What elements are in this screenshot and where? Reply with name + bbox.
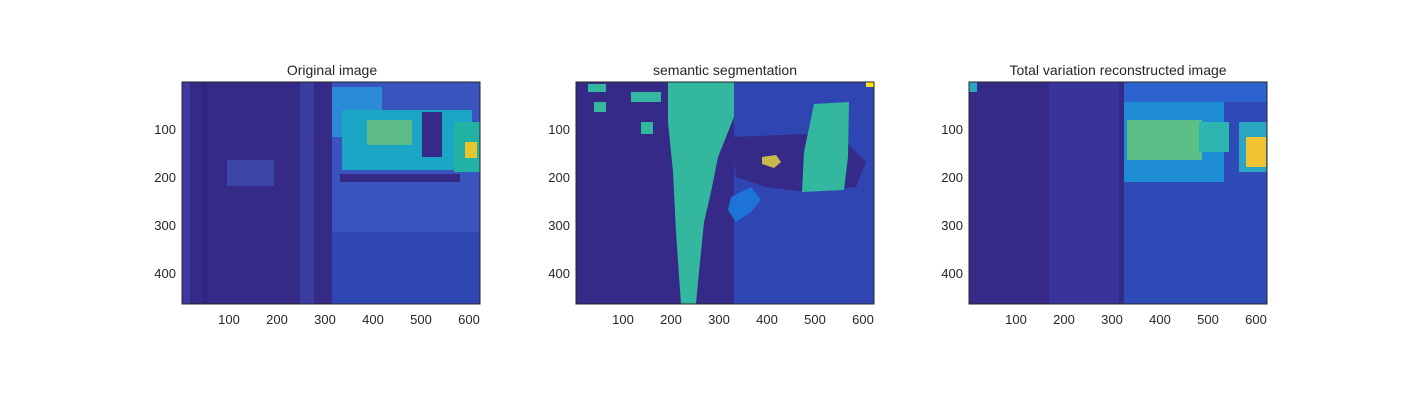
y-tick-label: 200 (154, 170, 176, 185)
panel-original-image: Original image 100 200 300 400 500 600 (150, 60, 481, 335)
x-tick-label: 100 (612, 312, 634, 327)
x-axis: 100 200 300 400 500 600 (218, 312, 480, 327)
x-axis: 100 200 300 400 500 600 (612, 312, 874, 327)
x-tick-label: 500 (804, 312, 826, 327)
segment-region (728, 187, 761, 222)
image-region (734, 82, 874, 304)
segment-region (631, 92, 661, 102)
original-image-plot: Original image 100 200 300 400 500 600 (154, 62, 481, 327)
segment-region (668, 82, 734, 304)
image-region (1049, 82, 1119, 304)
x-tick-label: 300 (314, 312, 336, 327)
x-tick-label: 400 (1149, 312, 1171, 327)
x-tick-label: 300 (708, 312, 730, 327)
x-tick-label: 200 (660, 312, 682, 327)
y-tick-label: 300 (941, 218, 963, 233)
x-tick-label: 600 (458, 312, 480, 327)
x-tick-label: 300 (1101, 312, 1123, 327)
image-region (1246, 137, 1266, 167)
y-tick-label: 100 (548, 122, 570, 137)
y-tick-label: 100 (154, 122, 176, 137)
x-tick-label: 400 (756, 312, 778, 327)
x-tick-label: 600 (852, 312, 874, 327)
x-tick-label: 600 (1245, 312, 1267, 327)
segment-region (588, 84, 606, 92)
x-tick-label: 100 (218, 312, 240, 327)
segment-region (802, 102, 849, 192)
image-region (1124, 82, 1267, 102)
image-region (300, 82, 314, 304)
y-axis: 100 200 300 400 (941, 122, 963, 281)
image-region (969, 82, 977, 92)
plot-title: Original image (287, 62, 377, 78)
image-region (1199, 122, 1229, 152)
y-tick-label: 200 (548, 170, 570, 185)
image-region (367, 120, 412, 145)
segment-region (594, 102, 606, 112)
image-region (182, 82, 190, 304)
total-variation-plot: Total variation reconstructed image 100 … (941, 62, 1268, 327)
segment-region (762, 155, 781, 168)
plot-title: Total variation reconstructed image (1009, 62, 1226, 78)
segment-region (641, 122, 653, 134)
x-tick-label: 400 (362, 312, 384, 327)
x-tick-label: 200 (1053, 312, 1075, 327)
y-tick-label: 400 (154, 266, 176, 281)
panel-semantic-segmentation: semantic segmentation 100 200 300 400 50… (545, 60, 875, 335)
y-tick-label: 300 (154, 218, 176, 233)
y-tick-label: 100 (941, 122, 963, 137)
x-tick-label: 200 (266, 312, 288, 327)
y-tick-label: 300 (548, 218, 570, 233)
x-tick-label: 500 (1197, 312, 1219, 327)
semantic-segmentation-plot: semantic segmentation 100 200 300 400 50… (548, 62, 875, 327)
axes-box (575, 81, 875, 305)
axes-box (968, 81, 1268, 305)
x-tick-label: 100 (1005, 312, 1027, 327)
y-tick-label: 200 (941, 170, 963, 185)
segment-region (866, 82, 874, 87)
image-region (227, 160, 274, 186)
image-region (465, 142, 477, 158)
image-region (340, 174, 460, 182)
image-region (1127, 120, 1202, 160)
x-axis: 100 200 300 400 500 600 (1005, 312, 1267, 327)
image-region (332, 232, 480, 304)
image-region (422, 112, 442, 157)
y-tick-label: 400 (941, 266, 963, 281)
y-tick-label: 400 (548, 266, 570, 281)
panel-total-variation: Total variation reconstructed image 100 … (938, 60, 1268, 335)
plot-title: semantic segmentation (653, 62, 797, 78)
x-tick-label: 500 (410, 312, 432, 327)
image-region (202, 82, 207, 304)
y-axis: 100 200 300 400 (548, 122, 570, 281)
axes-box (181, 81, 481, 305)
y-axis: 100 200 300 400 (154, 122, 176, 281)
